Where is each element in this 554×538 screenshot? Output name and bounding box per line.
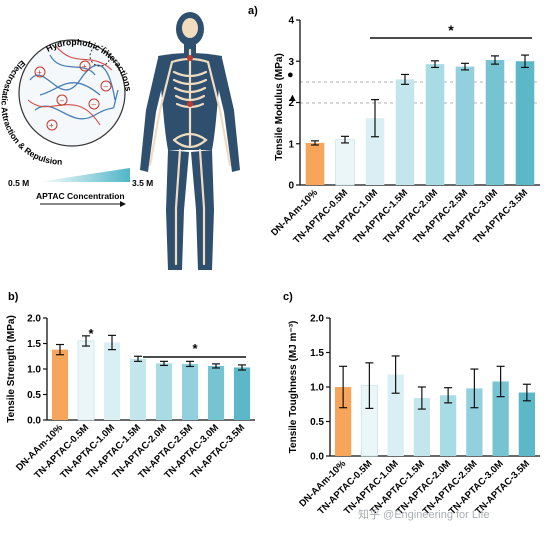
bar (155, 363, 173, 420)
sig-star-b1: * (88, 326, 94, 341)
joint-spine (187, 101, 193, 107)
panel-b-chart: b) Tensile Strength (MPa) * * 0.0 0.5 1.0 1… (6, 291, 255, 481)
y-tick-label: 0 (288, 181, 294, 192)
network-circle (18, 39, 126, 147)
ref-marker-triangle: ▲ (287, 92, 298, 104)
panel-b-ylabel: Tensile Strength (MPa) (6, 315, 17, 423)
sig-star-a: * (448, 22, 454, 38)
schematic-inset: + – + – + – Hydrophobic Interactions Ele… (0, 37, 153, 207)
panel-c-chart: c) Tensile Toughness (MJ m⁻³) 0.0 0.5 1.0 1… (283, 291, 540, 517)
left-arm (140, 58, 166, 172)
bar (485, 60, 505, 186)
bar (425, 64, 445, 185)
watermark: 知乎 @Engineering for Life (358, 507, 490, 521)
svg-text:+: + (37, 68, 42, 77)
y-tick-label: 2.0 (27, 314, 41, 325)
bar (103, 342, 121, 420)
bar (181, 363, 199, 420)
polymer-chains (29, 54, 119, 120)
bar (77, 340, 95, 421)
bar (492, 381, 509, 456)
svg-text:–: – (92, 100, 97, 109)
bar (365, 118, 385, 185)
panel-a-chart: a) Tensile Modulus (MPa) ● ▲ * 01234DN-A… (248, 5, 540, 246)
bar (466, 388, 483, 456)
bar (334, 387, 352, 456)
conc-high-label: 3.5 M (132, 178, 153, 188)
x-tick-label: TN-APTAC-0.5M (291, 187, 350, 246)
svg-text:–: – (104, 82, 109, 91)
x-tick-label: TN-APTAC-1.0M (321, 187, 380, 246)
y-tick-label: 1.5 (27, 339, 41, 350)
x-tick-label: TN-APTAC-2.0M (381, 187, 440, 246)
y-tick-label: 1.5 (310, 348, 324, 359)
y-tick-label: 3 (288, 57, 294, 68)
bar (335, 139, 355, 186)
y-tick-label: 2.0 (310, 314, 324, 325)
y-tick-label: 1 (288, 139, 294, 150)
conc-low-label: 0.5 M (8, 178, 29, 188)
conc-axis-label: APTAC Concentration (36, 191, 125, 201)
bar (129, 358, 147, 420)
bar (233, 367, 251, 420)
panel-a-label: a) (248, 5, 258, 17)
bar (515, 61, 535, 185)
panel-b-label: b) (8, 291, 19, 303)
skull (182, 18, 198, 38)
x-tick-label: TN-APTAC-3.0M (441, 187, 500, 246)
joint-neck (187, 55, 193, 61)
y-tick-label: 0.0 (27, 416, 41, 427)
panel-c-ylabel: Tensile Toughness (MJ m⁻³) (288, 321, 299, 454)
y-tick-label: 4 (288, 16, 294, 27)
x-tick-label: TN-APTAC-2.5M (411, 187, 470, 246)
charge-markers: + – + – + – (34, 60, 112, 131)
bar (305, 142, 325, 185)
y-tick-label: 0.0 (310, 452, 324, 463)
ref-marker-circle: ● (287, 69, 294, 81)
bar (387, 374, 404, 456)
y-tick-label: 1.0 (27, 365, 41, 376)
svg-text:–: – (60, 96, 65, 105)
bar (51, 349, 69, 420)
y-tick-label: 1.0 (310, 383, 324, 394)
right-arm (214, 58, 240, 172)
bar (439, 395, 457, 456)
y-tick-label: 2 (288, 98, 294, 109)
svg-text:+: + (49, 121, 54, 130)
svg-text:+: + (82, 62, 87, 71)
panel-c-label: c) (283, 291, 293, 303)
bar (413, 398, 431, 456)
panel-a-ylabel: Tensile Modulus (MPa) (274, 53, 285, 161)
human-body-illustration (140, 12, 240, 270)
concentration-wedge (38, 168, 130, 182)
x-tick-label: TN-APTAC-3.5M (471, 187, 530, 246)
conc-arrow-head (120, 201, 126, 207)
y-tick-label: 0.5 (310, 417, 324, 428)
left-leg (166, 150, 189, 270)
bar (207, 365, 225, 420)
hydrophobic-cluster (89, 45, 111, 67)
bar (395, 79, 415, 185)
y-tick-label: 0.5 (27, 390, 41, 401)
x-tick-label: TN-APTAC-1.5M (351, 187, 410, 246)
sig-star-b2: * (192, 341, 198, 356)
bar (455, 66, 475, 185)
bar (518, 392, 536, 456)
right-leg (191, 150, 214, 270)
